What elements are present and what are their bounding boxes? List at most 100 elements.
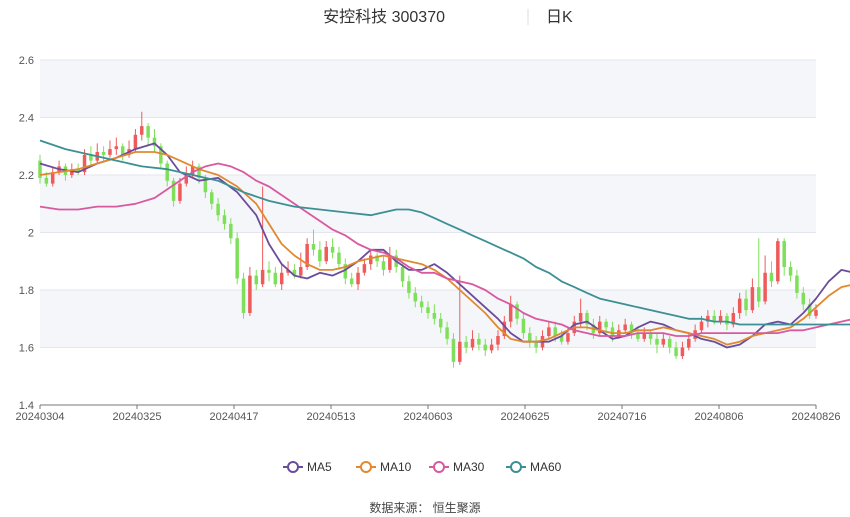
candle-body <box>737 298 742 313</box>
candle-body <box>477 338 481 345</box>
candle <box>604 318 608 334</box>
y-tick-label: 1.4 <box>19 400 34 412</box>
legend-item-ma10[interactable]: MA10 <box>356 460 412 474</box>
ma-line-ma60 <box>39 139 850 326</box>
candle-body <box>470 338 475 348</box>
candle <box>209 189 214 210</box>
candle-body <box>757 287 761 302</box>
legend-item-ma5[interactable]: MA5 <box>283 460 332 474</box>
candle-body <box>801 292 806 305</box>
candle-body <box>553 327 557 336</box>
candle <box>667 336 672 354</box>
candle-body <box>114 146 119 150</box>
legend-item-ma60[interactable]: MA60 <box>506 460 562 474</box>
candle-body <box>807 304 812 316</box>
ma-line-ma10 <box>39 151 850 346</box>
chart-title: 安控科技 300370 <box>323 8 445 26</box>
x-axis: 20240304 20240325 20240417 20240513 20240603… <box>16 404 840 423</box>
legend-label: MA10 <box>380 460 412 474</box>
x-tick-label: 20240513 <box>307 411 356 423</box>
x-tick-label: 20240806 <box>695 411 744 423</box>
candle <box>38 154 42 184</box>
plot-band <box>40 60 816 118</box>
candle <box>731 307 736 328</box>
candle-body <box>699 321 704 331</box>
candle-body <box>445 327 449 339</box>
candle-body <box>286 269 290 273</box>
x-tick-label: 20240603 <box>404 411 453 423</box>
candle-body <box>559 336 564 342</box>
candle-body <box>120 146 125 155</box>
x-tick-label: 20240716 <box>598 411 647 423</box>
candle <box>165 160 169 187</box>
candle <box>502 315 507 339</box>
candle <box>489 338 494 354</box>
candle-body <box>375 255 379 262</box>
candle-body <box>769 272 774 282</box>
candle <box>788 261 793 282</box>
candle <box>534 336 538 354</box>
candle-body <box>82 154 87 173</box>
candle <box>89 146 93 167</box>
candle-body <box>400 267 405 282</box>
candle <box>629 321 634 339</box>
candle <box>776 238 780 285</box>
candle <box>706 310 710 328</box>
candle-body <box>362 264 367 273</box>
candle-body <box>407 281 411 293</box>
candle-body <box>330 246 335 253</box>
candle <box>521 313 526 339</box>
candle-body <box>718 315 723 322</box>
candle-body <box>744 298 748 311</box>
candle-body <box>776 241 780 282</box>
candle-body <box>159 146 163 164</box>
candle-body <box>438 318 443 328</box>
candle <box>388 246 392 273</box>
candle-body <box>502 321 507 336</box>
candle <box>216 198 220 221</box>
candle-body <box>349 278 354 285</box>
candle-body <box>299 267 303 276</box>
candle-body <box>661 338 666 345</box>
candle-body <box>528 333 532 342</box>
candle-body <box>629 324 634 334</box>
x-tick-label: 20240625 <box>501 411 550 423</box>
candle <box>362 258 367 276</box>
plot-band <box>40 347 816 405</box>
x-tick-label: 20240304 <box>16 411 65 423</box>
candle-body <box>222 215 227 224</box>
candle-body <box>229 223 233 239</box>
candle <box>464 336 468 354</box>
candle-body <box>178 183 182 201</box>
candle-body <box>184 175 189 184</box>
candle-body <box>305 244 309 267</box>
candle-body <box>731 313 736 325</box>
ma-line-ma30 <box>39 162 850 337</box>
candle <box>757 238 761 308</box>
candle-body <box>655 338 659 345</box>
candle-body <box>369 255 373 265</box>
legend-label: MA5 <box>307 460 332 474</box>
candle-body <box>515 304 519 319</box>
candle-body <box>235 238 239 279</box>
candle-body <box>260 269 265 285</box>
candle <box>108 140 112 158</box>
candle <box>318 241 322 267</box>
candle <box>496 330 500 351</box>
candle <box>273 267 278 288</box>
candle-body <box>44 177 49 184</box>
candle-body <box>318 249 322 262</box>
plot-band <box>40 175 816 233</box>
candle-body <box>101 152 106 155</box>
candle-body <box>782 241 786 267</box>
legend-marker-icon <box>360 461 372 473</box>
plot-band <box>40 232 816 290</box>
candle <box>146 123 150 147</box>
candle-body <box>534 341 538 348</box>
candle-body <box>547 327 551 336</box>
candle <box>477 333 481 351</box>
candle-body <box>343 264 348 279</box>
chart-period-tab[interactable]: 日K <box>546 9 573 26</box>
legend-item-ma30[interactable]: MA30 <box>429 460 485 474</box>
candle <box>324 241 328 265</box>
